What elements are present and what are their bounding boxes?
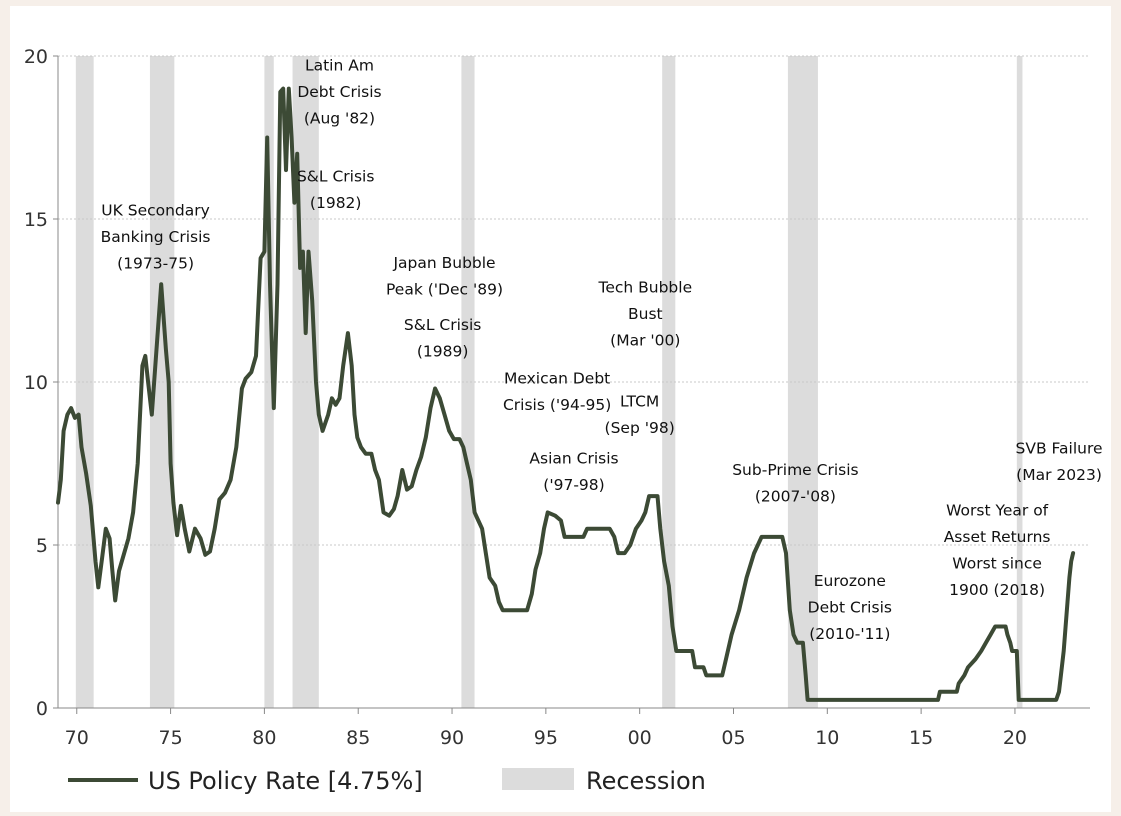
recession-band — [75, 56, 94, 708]
annotation-line: LTCM — [620, 392, 659, 410]
annotation-line: Debt Crisis — [808, 598, 892, 616]
x-tick-label: 15 — [909, 727, 933, 749]
annotation-line: (Mar '00) — [610, 331, 680, 349]
annotation-line: (1989) — [417, 342, 469, 360]
annotation-line: 1900 (2018) — [949, 581, 1045, 599]
annotation-line: Debt Crisis — [297, 83, 381, 101]
annotation: LTCM (Sep '98) — [605, 392, 675, 437]
recession-band — [264, 56, 274, 708]
annotation-line: Bust — [628, 305, 663, 323]
annotation: Latin Am Debt Crisis (Aug '82) — [297, 57, 381, 128]
x-tick-label: 80 — [252, 727, 276, 749]
x-tick-label: 75 — [158, 727, 182, 749]
annotation: Japan Bubble Peak ('Dec '89) — [386, 254, 503, 299]
y-tick-label: 5 — [36, 535, 48, 557]
annotation-line: (1973-75) — [117, 255, 194, 273]
policy-rate-line — [56, 86, 1076, 702]
annotation-line: Asset Returns — [944, 528, 1051, 546]
legend-recession-swatch — [502, 768, 574, 790]
y-axis-ticks: 0 5 10 15 20 — [24, 46, 58, 720]
x-tick-label: 85 — [346, 727, 370, 749]
annotation-line: UK Secondary — [101, 202, 210, 220]
annotation: S&L Crisis (1982) — [297, 168, 374, 213]
annotation: Sub-Prime Crisis (2007-'08) — [732, 461, 858, 506]
annotation-line: (1982) — [310, 194, 362, 212]
y-tick-label: 20 — [24, 46, 48, 68]
annotation-line: S&L Crisis — [404, 316, 481, 334]
x-tick-label: 10 — [815, 727, 839, 749]
annotation-line: Banking Crisis — [101, 228, 211, 246]
annotation-line: Worst Year of — [946, 502, 1049, 520]
legend-label-recession: Recession — [586, 767, 706, 795]
annotation-line: Crisis ('94-95) — [503, 396, 611, 414]
annotation: Mexican Debt Crisis ('94-95) — [503, 370, 611, 415]
annotation: UK Secondary Banking Crisis (1973-75) — [101, 202, 211, 273]
legend-label-policy-rate: US Policy Rate [4.75%] — [148, 767, 423, 795]
annotation-line: (2007-'08) — [755, 487, 836, 505]
annotation: S&L Crisis (1989) — [404, 316, 481, 361]
chart-frame: 0 5 10 15 20 70 75 80 85 90 95 00 05 10 15 20 UK Secon… — [10, 6, 1111, 812]
annotation-line: S&L Crisis — [297, 168, 374, 186]
y-tick-label: 10 — [24, 372, 48, 394]
annotation-line: Japan Bubble — [392, 254, 495, 272]
annotation: Tech Bubble Bust (Mar '00) — [597, 278, 692, 349]
gridlines — [58, 55, 1090, 546]
x-tick-label: 00 — [628, 727, 652, 749]
y-tick-label: 15 — [24, 209, 48, 231]
annotation-line: (Sep '98) — [605, 419, 675, 437]
annotation: SVB Failure (Mar 2023) — [1016, 440, 1103, 485]
annotation-line: Mexican Debt — [504, 370, 610, 388]
x-axis-ticks: 70 75 80 85 90 95 00 05 10 15 20 — [65, 708, 1027, 749]
recession-band — [662, 56, 676, 708]
annotation-line: Peak ('Dec '89) — [386, 280, 503, 298]
annotation-line: Eurozone — [814, 572, 886, 590]
annotation-line: Asian Crisis — [529, 450, 618, 468]
x-tick-label: 90 — [440, 727, 464, 749]
annotation-line: (2010-'11) — [809, 625, 890, 643]
annotation-line: Sub-Prime Crisis — [732, 461, 858, 479]
annotation-line: (Aug '82) — [304, 110, 375, 128]
annotation-line: (Mar 2023) — [1016, 466, 1102, 484]
annotation: Eurozone Debt Crisis (2010-'11) — [808, 572, 892, 643]
x-tick-label: 70 — [65, 727, 89, 749]
annotation-line: ('97-98) — [543, 476, 604, 494]
x-tick-label: 20 — [1003, 727, 1027, 749]
legend: US Policy Rate [4.75%] Recession — [68, 767, 706, 795]
annotation-line: Worst since — [952, 555, 1042, 573]
x-tick-label: 05 — [721, 727, 745, 749]
y-tick-label: 0 — [36, 698, 48, 720]
annotation-line: SVB Failure — [1016, 440, 1103, 458]
annotation: Worst Year of Asset Returns Worst since 190… — [944, 502, 1051, 599]
annotations: UK Secondary Banking Crisis (1973-75) Latin… — [101, 57, 1103, 643]
x-tick-label: 95 — [534, 727, 558, 749]
annotation-line: Latin Am — [305, 57, 374, 75]
annotation-line: Tech Bubble — [597, 278, 692, 296]
annotation: Asian Crisis ('97-98) — [529, 450, 618, 495]
